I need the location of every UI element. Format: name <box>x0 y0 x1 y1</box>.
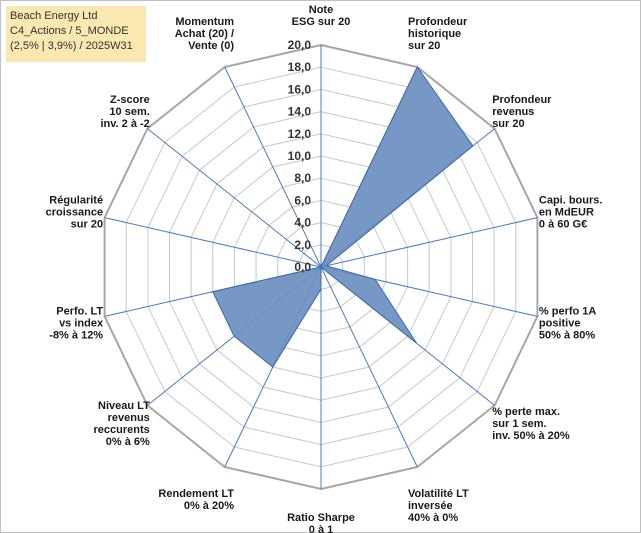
axis-spoke <box>320 217 538 268</box>
axis-label: Capi. bours. en MdEUR 0 à 60 G€ <box>539 194 603 230</box>
tick-label: 16,0 <box>288 82 312 96</box>
axis-label-line: sur 20 <box>71 218 103 230</box>
axis-label: Profondeur historique sur 20 <box>408 16 468 52</box>
axis-label-line: Rendement LT <box>158 488 234 500</box>
chart-title-box: Beach Energy Ltd C4_Actions / 5_MONDE (2… <box>6 6 146 62</box>
axis-label: Profondeur revenus sur 20 <box>492 94 552 130</box>
axis-label-line: Ratio Sharpe <box>287 512 355 524</box>
series-area <box>212 66 474 368</box>
axis-spoke <box>104 217 322 268</box>
axis-label: Volatilité LT inversée 40% à 0% <box>408 488 469 524</box>
axis-label-line: Volatilité LT <box>408 488 469 500</box>
tick-label: 4,0 <box>294 216 311 230</box>
axis-label: Z-score 10 sem. inv. 2 à -2 <box>100 94 149 130</box>
axis-label-line: Profondeur <box>408 16 468 28</box>
tick-label: 2,0 <box>294 238 311 252</box>
axis-spoke <box>224 66 322 268</box>
tick-label: 20,0 <box>288 38 312 52</box>
axis-label-line: 40% à 0% <box>408 512 458 524</box>
axis-label-line: sur 20 <box>408 40 440 52</box>
axis-label-line: Régularité <box>49 194 103 206</box>
axis-label-line: Perfo. LT <box>56 306 103 318</box>
tick-label: 6,0 <box>294 193 311 207</box>
axis-label-line: 0% à 6% <box>106 436 150 448</box>
tick-labels: 0,0 2,0 4,0 6,0 8,0 10,0 12,0 14,0 16,0 18,0 20,0 <box>288 38 312 274</box>
axis-label-line: vs index <box>59 318 104 330</box>
axis-label-line: inv. 2 à -2 <box>100 118 149 130</box>
title-line-universe: C4_Actions / 5_MONDE <box>10 25 129 37</box>
axis-label-line: sur 1 sem. <box>492 418 546 430</box>
axis-label-line: positive <box>539 318 581 330</box>
axis-label-line: % perfo 1A <box>539 306 597 318</box>
axis-label: % perte max. sur 1 sem. inv. 50% à 20% <box>492 406 570 442</box>
axis-spoke <box>320 266 418 468</box>
axis-label-line: croissance <box>46 206 103 218</box>
tick-label: 8,0 <box>294 171 311 185</box>
axis-label-line: inversée <box>408 500 453 512</box>
axis-label-line: en MdEUR <box>539 206 594 218</box>
axis-label: Niveau LT revenus reccurents 0% à 6% <box>94 400 151 448</box>
axis-label: Perfo. LT vs index -8% à 12% <box>49 306 104 342</box>
axis-label: Note ESG sur 20 <box>292 4 351 28</box>
axis-label-line: 50% à 80% <box>539 330 595 342</box>
axis-label-line: inv. 50% à 20% <box>492 430 570 442</box>
axis-label-line: Capi. bours. <box>539 194 603 206</box>
axis-label-line: Z-score <box>110 94 150 106</box>
axis-spoke <box>147 128 322 268</box>
axis-label-line: Achat (20) / <box>175 28 234 40</box>
axis-label-line: revenus <box>108 412 150 424</box>
axis-label-line: reccurents <box>94 424 150 436</box>
axis-label: Rendement LT 0% à 20% <box>158 488 234 512</box>
axis-label-line: Profondeur <box>492 94 552 106</box>
series-layer <box>212 66 474 368</box>
axis-label-line: sur 20 <box>492 118 524 130</box>
axis-labels: Note ESG sur 20 Profondeur historique sur 20… <box>46 4 603 533</box>
tick-label: 14,0 <box>288 105 312 119</box>
title-line-period: (2,5% | 3,9%) / 2025W31 <box>10 40 133 52</box>
title-line-company: Beach Energy Ltd <box>10 10 98 22</box>
axis-label-line: revenus <box>492 106 534 118</box>
axis-label-line: -8% à 12% <box>49 330 103 342</box>
axis-label-line: 0 à 1 <box>309 524 333 533</box>
axis-label-line: Momentum <box>175 16 234 28</box>
axis-label-line: historique <box>408 28 461 40</box>
axis-label-line: 0% à 20% <box>184 500 234 512</box>
tick-label: 18,0 <box>288 60 312 74</box>
tick-label: 12,0 <box>288 127 312 141</box>
axis-label-line: ESG sur 20 <box>292 16 351 28</box>
axis-label-line: 10 sem. <box>109 106 149 118</box>
axis-label: % perfo 1A positive 50% à 80% <box>539 306 597 342</box>
tick-label: 10,0 <box>288 149 312 163</box>
axis-label-line: Vente (0) <box>188 40 234 52</box>
axis-label-line: Note <box>309 4 333 16</box>
axis-label: Momentum Achat (20) / Vente (0) <box>175 16 235 52</box>
axis-label-line: % perte max. <box>492 406 560 418</box>
axis-label: Régularité croissance sur 20 <box>46 194 103 230</box>
axis-label-line: Niveau LT <box>98 400 150 412</box>
axis-label-line: 0 à 60 G€ <box>539 218 587 230</box>
axis-label: Ratio Sharpe 0 à 1 <box>287 512 355 533</box>
tick-label: 0,0 <box>294 260 311 274</box>
